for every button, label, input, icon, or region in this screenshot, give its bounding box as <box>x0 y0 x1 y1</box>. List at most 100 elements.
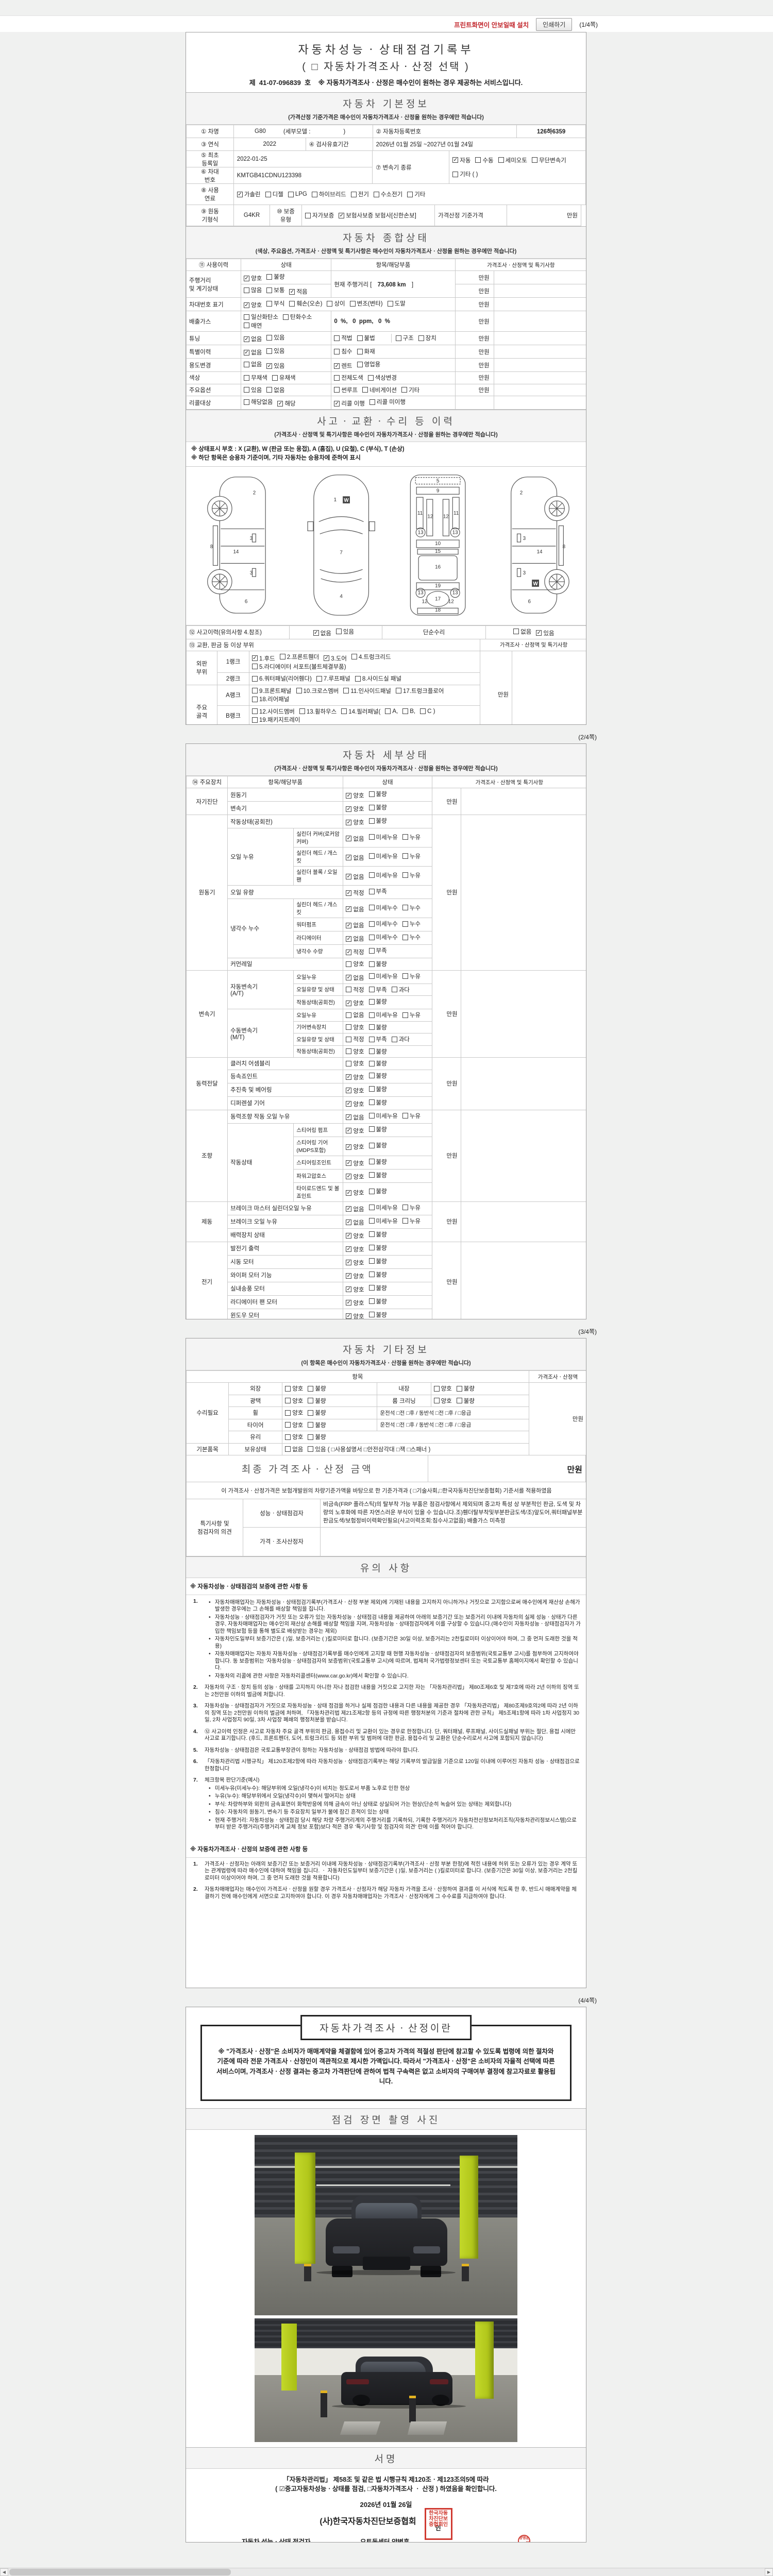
checkbox-box[interactable] <box>368 1312 375 1317</box>
checkbox-box[interactable]: ✓ <box>334 400 340 406</box>
checkbox-box[interactable] <box>368 1036 375 1042</box>
checkbox-기타[interactable]: 기타 <box>407 190 425 198</box>
checkbox-box[interactable] <box>334 375 340 381</box>
checkbox-훼손(오손)[interactable]: 훼손(오손) <box>289 299 322 308</box>
checkbox-box[interactable]: ✓ <box>346 1144 352 1150</box>
checkbox-적정[interactable]: 적정 <box>346 986 364 994</box>
checkbox-양호[interactable]: ✓ 양호 <box>346 1173 364 1181</box>
checkbox-불량[interactable]: 불량 <box>456 1384 475 1393</box>
scroll-left-arrow-icon[interactable]: ◀ <box>0 2568 8 2576</box>
checkbox-box[interactable]: ✓ <box>334 363 340 369</box>
checkbox-box[interactable] <box>513 629 519 634</box>
checkbox-box[interactable] <box>368 804 375 810</box>
checkbox-양호[interactable]: ✓ 양호 <box>346 1232 364 1240</box>
checkbox-box[interactable]: ✓ <box>346 975 352 980</box>
checkbox-box[interactable] <box>433 1385 440 1392</box>
checkbox-불량[interactable]: 불량 <box>368 1257 387 1265</box>
checkbox-box[interactable] <box>368 1142 375 1148</box>
checkbox-미세누유[interactable]: 미세누유 <box>368 871 398 879</box>
checkbox-1.후드[interactable]: ✓ 1.후드 <box>252 654 275 663</box>
checkbox-box[interactable]: ✓ <box>346 806 352 812</box>
checkbox-19.패키지트레이[interactable]: 19.패키지트레이 <box>252 716 300 724</box>
checkbox-box[interactable] <box>402 1113 408 1118</box>
checkbox-box[interactable] <box>244 375 250 381</box>
horizontal-scrollbar[interactable]: ◀ ▶ <box>0 2568 773 2576</box>
checkbox-양호[interactable]: 양호 <box>346 1059 364 1067</box>
checkbox-누수[interactable]: 누수 <box>402 904 421 912</box>
checkbox-box[interactable] <box>266 300 273 307</box>
checkbox-미세누유[interactable]: 미세누유 <box>368 833 398 841</box>
checkbox-box[interactable]: ✓ <box>244 275 250 281</box>
checkbox-box[interactable] <box>252 708 258 714</box>
checkbox-box[interactable]: ✓ <box>339 212 345 218</box>
checkbox-불량[interactable]: 불량 <box>368 1187 387 1195</box>
checkbox-불량[interactable]: 불량 <box>308 1397 326 1405</box>
checkbox-매연[interactable]: 매연 <box>244 321 262 330</box>
checkbox-box[interactable]: ✓ <box>346 1219 352 1225</box>
checkbox-box[interactable]: ✓ <box>346 1313 352 1319</box>
checkbox-box[interactable] <box>368 818 375 824</box>
checkbox-box[interactable] <box>402 853 408 859</box>
checkbox-미세누유[interactable]: 미세누유 <box>368 972 398 980</box>
checkbox-9.프론트패널[interactable]: 9.프론트패널 <box>252 687 292 695</box>
checkbox-유채색[interactable]: 유채색 <box>272 374 296 382</box>
checkbox-불량[interactable]: 불량 <box>368 1297 387 1306</box>
checkbox-누유[interactable]: 누유 <box>402 871 421 879</box>
checkbox-box[interactable] <box>369 399 375 405</box>
checkbox-box[interactable] <box>368 1113 375 1118</box>
checkbox-box[interactable]: ✓ <box>346 792 352 799</box>
checkbox-box[interactable] <box>368 1099 375 1105</box>
checkbox-적음[interactable]: ✓ 적음 <box>289 287 308 296</box>
checkbox-불량[interactable]: 불량 <box>368 1047 387 1056</box>
checkbox-적법[interactable]: 적법 <box>334 334 352 342</box>
checkbox-box[interactable]: ✓ <box>346 1190 352 1196</box>
checkbox-없음[interactable]: ✓ 없음 <box>346 905 364 913</box>
checkbox-구조[interactable]: 구조 <box>395 334 414 342</box>
checkbox-box[interactable]: ✓ <box>266 363 273 369</box>
checkbox-box[interactable] <box>252 688 258 693</box>
checkbox-수동[interactable]: 수동 <box>475 156 494 164</box>
checkbox-box[interactable]: ✓ <box>252 655 258 661</box>
checkbox-누유[interactable]: 누유 <box>402 1011 421 1019</box>
checkbox-box[interactable]: ✓ <box>346 1074 352 1080</box>
checkbox-box[interactable] <box>252 696 258 702</box>
checkbox-B,[interactable]: B, <box>402 708 415 715</box>
checkbox-box[interactable]: ✓ <box>346 1260 352 1265</box>
checkbox-box[interactable] <box>402 1218 408 1224</box>
checkbox-box[interactable]: ✓ <box>346 1128 352 1133</box>
checkbox-box[interactable] <box>368 1073 375 1078</box>
checkbox-box[interactable] <box>402 973 408 979</box>
checkbox-5.라디에이터 서포트(볼트체결부품)[interactable]: 5.라디에이터 서포트(볼트체결부품) <box>252 663 346 671</box>
checkbox-보통[interactable]: 보통 <box>266 286 284 294</box>
checkbox-box[interactable]: ✓ <box>324 655 330 661</box>
checkbox-양호[interactable]: ✓ 양호 <box>346 818 364 826</box>
checkbox-10.크로스멤버[interactable]: 10.크로스멤버 <box>296 687 339 695</box>
checkbox-box[interactable] <box>341 708 347 714</box>
checkbox-box[interactable] <box>368 834 375 840</box>
checkbox-부식[interactable]: 부식 <box>266 299 284 308</box>
checkbox-없음[interactable]: 없음 <box>266 386 284 394</box>
checkbox-box[interactable] <box>368 1258 375 1264</box>
checkbox-box[interactable]: ✓ <box>346 1114 352 1120</box>
checkbox-box[interactable]: ✓ <box>244 302 250 308</box>
checkbox-box[interactable] <box>265 191 271 197</box>
checkbox-box[interactable] <box>308 1422 314 1428</box>
checkbox-없음[interactable]: ✓ 없음 <box>346 1205 364 1213</box>
checkbox-8.사이드실 패널[interactable]: 8.사이드실 패널 <box>355 674 401 683</box>
checkbox-box[interactable] <box>283 314 289 320</box>
checkbox-전기[interactable]: 전기 <box>350 190 369 198</box>
checkbox-4.트렁크리드[interactable]: 4.트렁크리드 <box>351 653 391 661</box>
checkbox-기타 ( )[interactable]: 기타 ( ) <box>452 170 478 178</box>
checkbox-box[interactable] <box>346 1048 352 1054</box>
checkbox-box[interactable] <box>327 300 333 307</box>
checkbox-부족[interactable]: 부족 <box>368 986 387 994</box>
checkbox-box[interactable] <box>335 629 342 634</box>
checkbox-box[interactable] <box>346 1060 352 1066</box>
checkbox-불량[interactable]: 불량 <box>308 1421 326 1429</box>
checkbox-box[interactable] <box>266 387 273 393</box>
checkbox-box[interactable] <box>351 654 358 659</box>
checkbox-없음[interactable]: ✓ 없음 <box>346 1113 364 1122</box>
checkbox-box[interactable] <box>420 708 426 714</box>
checkbox-영업용[interactable]: 영업용 <box>357 360 380 368</box>
checkbox-box[interactable] <box>357 361 363 367</box>
